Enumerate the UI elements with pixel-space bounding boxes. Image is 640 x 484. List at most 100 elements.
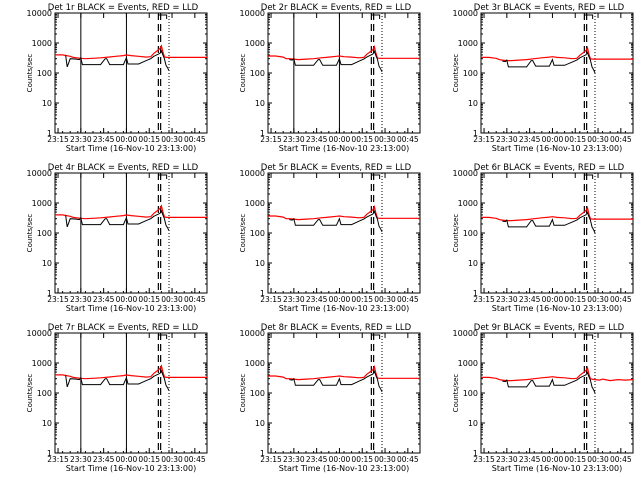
axes-box — [54, 172, 208, 294]
axes-box — [480, 172, 634, 294]
x-tick-label: 00:45 — [610, 135, 632, 144]
y-tick-label: 100 — [250, 229, 265, 238]
panel-title: Det 3r BLACK = Events, RED = LLD — [474, 3, 625, 13]
bracket-marker — [371, 334, 381, 339]
x-tick-label: 00:30 — [374, 135, 396, 144]
y-tick-label: 10 — [468, 99, 478, 108]
x-tick-label: 23:45 — [306, 135, 328, 144]
x-tick-label: 23:45 — [306, 455, 328, 464]
series-lld — [268, 44, 420, 61]
series-lld — [268, 204, 420, 221]
series-events — [65, 209, 170, 231]
x-axis-label: Start Time (16-Nov-10 23:13:00) — [279, 464, 409, 473]
y-tick-label: 1 — [47, 289, 52, 298]
y-tick-label: 10 — [468, 259, 478, 268]
series-lld — [481, 205, 633, 222]
x-tick-label: 23:30 — [283, 455, 305, 464]
x-tick-label: 23:15 — [473, 135, 495, 144]
y-axis-label: Counts/sec — [452, 374, 460, 413]
x-axis-label: Start Time (16-Nov-10 23:13:00) — [492, 464, 622, 473]
x-tick-label: 23:45 — [519, 455, 541, 464]
bracket-marker — [371, 14, 381, 19]
axes-box — [54, 332, 208, 454]
x-tick-label: 00:15 — [564, 455, 586, 464]
y-tick-label: 10 — [255, 419, 265, 428]
panel-det-1: Det 1r BLACK = Events, RED = LLD 1 10 100 10… — [26, 3, 208, 153]
series-lld — [268, 364, 420, 381]
x-tick-label: 23:15 — [473, 295, 495, 304]
series-events — [502, 51, 596, 74]
x-tick-label: 00:15 — [138, 295, 160, 304]
y-tick-label: 1000 — [458, 359, 478, 368]
x-tick-label: 00:15 — [138, 135, 160, 144]
panel-det-8: Det 8r BLACK = Events, RED = LLD 1 10 100 10… — [239, 323, 421, 473]
panel-det-5: Det 5r BLACK = Events, RED = LLD 1 10 100 10… — [239, 163, 421, 313]
bracket-marker — [584, 334, 594, 339]
y-tick-label: 100 — [37, 389, 52, 398]
x-tick-label: 00:00 — [116, 455, 138, 464]
y-tick-label: 1000 — [32, 39, 52, 48]
x-tick-label: 00:30 — [374, 295, 396, 304]
x-tick-label: 00:45 — [184, 135, 206, 144]
series-lld — [55, 204, 207, 220]
x-tick-label: 00:45 — [610, 295, 632, 304]
x-axis-label: Start Time (16-Nov-10 23:13:00) — [492, 304, 622, 313]
panel-det-7: Det 7r BLACK = Events, RED = LLD 1 10 100 10… — [26, 323, 208, 473]
y-tick-label: 10000 — [240, 329, 265, 338]
y-tick-label: 10000 — [453, 9, 478, 18]
bracket-marker — [584, 174, 594, 179]
y-tick-label: 100 — [250, 69, 265, 78]
x-tick-label: 00:45 — [397, 135, 419, 144]
y-tick-label: 1000 — [32, 359, 52, 368]
x-tick-label: 00:00 — [116, 295, 138, 304]
x-tick-label: 23:15 — [260, 295, 282, 304]
panel-title: Det 2r BLACK = Events, RED = LLD — [261, 3, 412, 13]
series-events — [65, 369, 170, 391]
y-tick-label: 10 — [255, 99, 265, 108]
axes-box — [54, 12, 208, 134]
x-tick-label: 00:30 — [374, 455, 396, 464]
x-tick-label: 23:45 — [93, 295, 115, 304]
x-tick-label: 23:30 — [70, 295, 92, 304]
y-tick-label: 10000 — [27, 9, 52, 18]
y-tick-label: 1 — [260, 289, 265, 298]
x-tick-label: 23:45 — [306, 295, 328, 304]
y-tick-label: 10000 — [453, 169, 478, 178]
y-tick-label: 100 — [250, 389, 265, 398]
x-tick-label: 00:30 — [587, 455, 609, 464]
series-events — [289, 370, 383, 393]
x-tick-label: 23:15 — [47, 135, 69, 144]
series-lld — [55, 364, 207, 380]
x-tick-label: 00:00 — [116, 135, 138, 144]
y-axis-label: Counts/sec — [452, 214, 460, 253]
y-tick-label: 10 — [42, 259, 52, 268]
y-tick-label: 1000 — [458, 39, 478, 48]
x-tick-label: 00:00 — [329, 135, 351, 144]
x-tick-label: 23:45 — [93, 455, 115, 464]
x-tick-label: 00:45 — [184, 295, 206, 304]
panel-title: Det 1r BLACK = Events, RED = LLD — [48, 3, 199, 13]
panel-title: Det 6r BLACK = Events, RED = LLD — [474, 163, 625, 173]
x-tick-label: 23:15 — [47, 295, 69, 304]
x-tick-label: 00:00 — [542, 135, 564, 144]
y-tick-label: 10000 — [240, 169, 265, 178]
series-events — [502, 371, 596, 394]
x-tick-label: 00:15 — [564, 135, 586, 144]
y-tick-label: 10 — [42, 419, 52, 428]
panel-det-4: Det 4r BLACK = Events, RED = LLD 1 10 100 10… — [26, 163, 208, 313]
y-tick-label: 1000 — [245, 199, 265, 208]
x-axis-label: Start Time (16-Nov-10 23:13:00) — [492, 144, 622, 153]
x-tick-label: 23:15 — [473, 455, 495, 464]
x-tick-label: 23:15 — [47, 455, 69, 464]
y-tick-label: 1000 — [458, 199, 478, 208]
y-axis-label: Counts/sec — [452, 54, 460, 93]
y-axis-label: Counts/sec — [239, 374, 247, 413]
x-tick-label: 00:00 — [329, 455, 351, 464]
axes-box — [267, 172, 421, 294]
x-tick-label: 00:30 — [161, 135, 183, 144]
x-tick-label: 00:00 — [542, 295, 564, 304]
y-tick-label: 10000 — [240, 9, 265, 18]
x-tick-label: 00:45 — [397, 295, 419, 304]
y-tick-label: 1000 — [245, 359, 265, 368]
x-tick-label: 23:30 — [70, 135, 92, 144]
